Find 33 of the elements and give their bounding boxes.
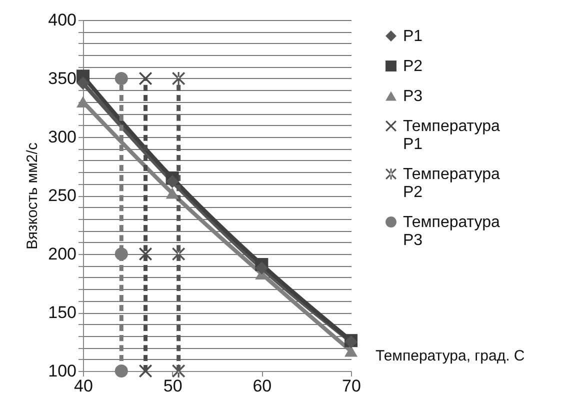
legend-label: Температура P1 <box>403 118 500 153</box>
point <box>139 247 152 261</box>
point <box>172 72 186 86</box>
point <box>139 364 152 378</box>
legend-label: P1 <box>403 28 423 45</box>
point <box>166 188 179 199</box>
point <box>344 345 358 357</box>
point <box>172 364 186 378</box>
legend-label: P3 <box>403 88 423 105</box>
point <box>114 364 128 378</box>
y-tick-label: 100 <box>48 362 76 380</box>
x-tick-label: 60 <box>252 376 272 396</box>
x-tick-label: 50 <box>163 376 182 396</box>
point <box>255 262 268 275</box>
y-tick-label: 250 <box>48 186 76 205</box>
legend-label: P2 <box>403 58 423 75</box>
point <box>139 72 152 86</box>
y-axis-title: Вязкость мм2/с <box>24 142 42 250</box>
legend-label: Температура P3 <box>403 214 500 249</box>
x-tick-label: 40 <box>74 376 93 396</box>
y-tick-label: 400 <box>48 10 76 30</box>
point <box>76 76 90 90</box>
legend-label: Температура P2 <box>403 166 500 201</box>
x-tick-label: 70 <box>342 376 361 396</box>
y-tick-label: 300 <box>48 128 76 146</box>
y-tick-label: 150 <box>48 303 76 322</box>
point <box>114 72 128 86</box>
y-tick-label: 350 <box>48 69 76 88</box>
point <box>114 247 128 261</box>
y-tick-label: 200 <box>48 244 76 264</box>
x-axis-title: Температура, град. С <box>376 348 525 364</box>
point <box>166 174 179 188</box>
point <box>172 247 186 261</box>
